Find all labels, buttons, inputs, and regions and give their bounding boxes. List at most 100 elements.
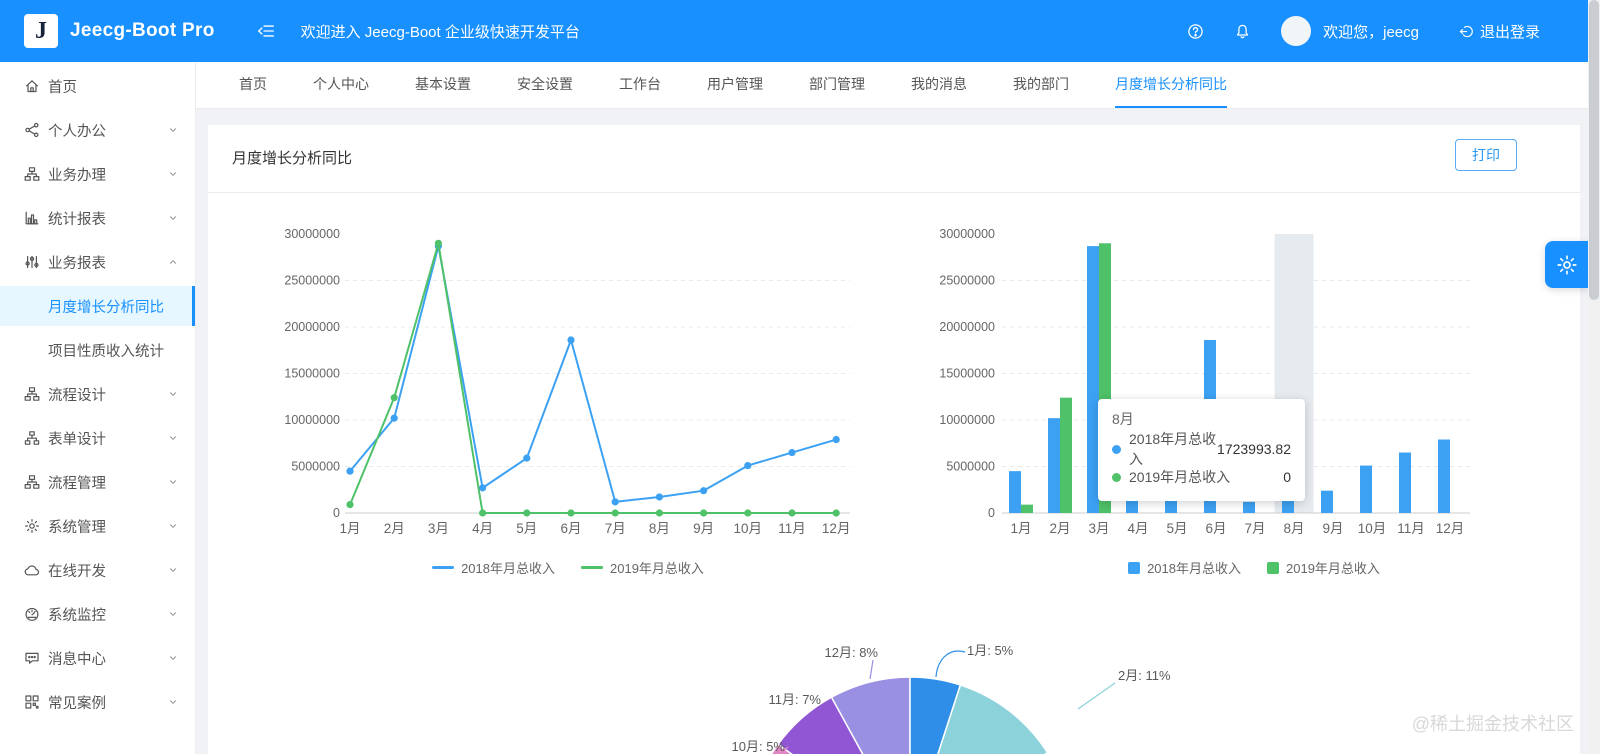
legend-item[interactable]: 2018年月总收入 [1128, 558, 1241, 577]
tooltip-value: 0 [1283, 469, 1291, 485]
sidebar-item-project-income-stats[interactable]: 项目性质收入统计 [0, 330, 195, 370]
tab-workbench[interactable]: 工作台 [619, 76, 661, 92]
sidebar-item-home[interactable]: 首页 [0, 66, 195, 106]
avatar[interactable] [1281, 16, 1312, 46]
sidebar-item-system-monitor[interactable]: 系统监控 [0, 594, 195, 634]
print-button[interactable]: 打印 [1455, 139, 1517, 171]
chevron-down-icon [167, 124, 179, 136]
chevron-up-icon [167, 256, 179, 268]
gear-icon [24, 518, 40, 534]
svg-text:10000000: 10000000 [939, 413, 995, 427]
tooltip-series-label: 2018年月总收入 [1129, 431, 1217, 467]
legend-item[interactable]: 2018年月总收入 [432, 558, 555, 577]
tab-security-settings[interactable]: 安全设置 [517, 76, 573, 92]
sidebar-item-label: 项目性质收入统计 [48, 343, 164, 360]
tooltip-row: 2019年月总收入 0 [1112, 463, 1291, 491]
sidebar-item-process-management[interactable]: 流程管理 [0, 462, 195, 502]
report-card: 月度增长分析同比 打印 0 5000000 10000000 15000000 2000… [208, 125, 1580, 754]
svg-text:15000000: 15000000 [939, 367, 995, 381]
svg-text:7月: 7月 [1244, 521, 1265, 536]
sidebar-item-label: 系统管理 [48, 519, 106, 536]
sidebar-item-system-management[interactable]: 系统管理 [0, 506, 195, 546]
sidebar-item-label: 在线开发 [48, 563, 106, 580]
user-greeting: 欢迎您，jeecg [1323, 23, 1419, 41]
chevron-down-icon [167, 432, 179, 444]
scrollbar-thumb[interactable] [1589, 0, 1599, 300]
sidebar-item-label: 首页 [48, 79, 77, 96]
watermark-text: @稀土掘金技术社区 [1411, 714, 1574, 734]
sidebar-item-form-design[interactable]: 表单设计 [0, 418, 195, 458]
help-icon[interactable] [1187, 23, 1204, 40]
sidebar-item-label: 业务办理 [48, 167, 106, 184]
series-dot [1112, 444, 1121, 454]
svg-text:4月: 4月 [1127, 521, 1148, 536]
cluster-icon [24, 474, 40, 490]
svg-text:25000000: 25000000 [284, 274, 340, 288]
svg-text:30000000: 30000000 [939, 227, 995, 241]
home-icon [24, 78, 40, 94]
svg-text:4月: 4月 [472, 521, 493, 536]
svg-text:5000000: 5000000 [946, 460, 995, 474]
legend-marker [432, 565, 455, 570]
svg-text:6月: 6月 [1205, 521, 1226, 536]
tab-home[interactable]: 首页 [239, 76, 267, 92]
chevron-down-icon [167, 608, 179, 620]
sidebar-item-label: 流程管理 [48, 475, 106, 492]
tab-my-messages[interactable]: 我的消息 [911, 76, 967, 92]
sidebar-item-personal-office[interactable]: 个人办公 [0, 110, 195, 150]
logout-button[interactable]: 退出登录 [1453, 21, 1540, 42]
svg-text:0: 0 [333, 506, 340, 520]
sidebar-item-monthly-growth-analysis[interactable]: 月度增长分析同比 [0, 286, 195, 326]
chevron-down-icon [167, 388, 179, 400]
menu-fold-icon[interactable] [257, 22, 275, 40]
tab-bar: 首页 个人中心 基本设置 安全设置 工作台 用户管理 部门管理 我的消息 我的部门 月度增长分析同… [196, 62, 1588, 109]
tab-user-management[interactable]: 用户管理 [707, 76, 763, 92]
sidebar-item-message-center[interactable]: 消息中心 [0, 638, 195, 678]
settings-button[interactable] [1545, 241, 1588, 288]
chevron-down-icon [167, 212, 179, 224]
sidebar-item-common-cases[interactable]: 常见案例 [0, 682, 195, 722]
sidebar-item-process-design[interactable]: 流程设计 [0, 374, 195, 414]
svg-text:3月: 3月 [1088, 521, 1109, 536]
chart-tooltip: 8月 2018年月总收入 1723993.82 2019年月总收入 0 [1098, 399, 1305, 501]
svg-text:15000000: 15000000 [284, 367, 340, 381]
sidebar-item-label: 常见案例 [48, 695, 106, 712]
pie-slice-2月[interactable] [910, 684, 1049, 754]
tab-dept-management[interactable]: 部门管理 [809, 76, 865, 92]
legend-item[interactable]: 2019年月总收入 [1267, 558, 1380, 577]
svg-text:7月: 7月 [605, 521, 626, 536]
header-right: 欢迎您，jeecg 退出登录 [1157, 16, 1540, 46]
tab-personal-center[interactable]: 个人中心 [313, 76, 369, 92]
chevron-down-icon [167, 696, 179, 708]
chevron-down-icon [167, 168, 179, 180]
tab-my-department[interactable]: 我的部门 [1013, 76, 1069, 92]
card-divider [208, 192, 1580, 193]
sidebar-item-online-dev[interactable]: 在线开发 [0, 550, 195, 590]
tooltip-series-label: 2019年月总收入 [1129, 469, 1231, 485]
pie-chart-canvas: 10月: 5% 11月: 7% 12月: 8% 1月: 5% 2月: 11% [732, 643, 1171, 754]
line-chart-canvas: 0 5000000 10000000 15000000 20000000 25000000… [284, 227, 850, 536]
grid-icon [24, 694, 40, 710]
svg-text:6月: 6月 [560, 521, 581, 536]
bell-icon[interactable] [1234, 23, 1251, 40]
sidebar-item-business-handling[interactable]: 业务办理 [0, 154, 195, 194]
sidebar-item-label: 消息中心 [48, 651, 106, 668]
tooltip-row: 2018年月总收入 1723993.82 [1112, 431, 1291, 467]
legend-item[interactable]: 2019年月总收入 [581, 558, 704, 577]
app-header: J Jeecg-Boot Pro 欢迎进入 Jeecg-Boot 企业级快速开发… [0, 0, 1588, 62]
dot-chart-icon [24, 254, 40, 270]
sidebar-item-statistics-report[interactable]: 统计报表 [0, 198, 195, 238]
line-chart: 0 5000000 10000000 15000000 20000000 25000000… [228, 205, 908, 595]
tab-monthly-growth[interactable]: 月度增长分析同比 [1115, 62, 1227, 108]
pie-label-10月: 10月: 5% [732, 739, 786, 754]
page-title: 月度增长分析同比 [232, 150, 353, 167]
sidebar-item-business-report[interactable]: 业务报表 [0, 242, 195, 282]
line-chart-legend: 2018年月总收入 2019年月总收入 [228, 558, 908, 577]
tab-basic-settings[interactable]: 基本设置 [415, 76, 471, 92]
pie-label-2月: 2月: 11% [1118, 668, 1171, 683]
brand-title: Jeecg-Boot Pro [70, 20, 215, 41]
svg-text:0: 0 [988, 506, 995, 520]
svg-text:2月: 2月 [384, 521, 405, 536]
legend-label: 2018年月总收入 [1147, 561, 1241, 576]
